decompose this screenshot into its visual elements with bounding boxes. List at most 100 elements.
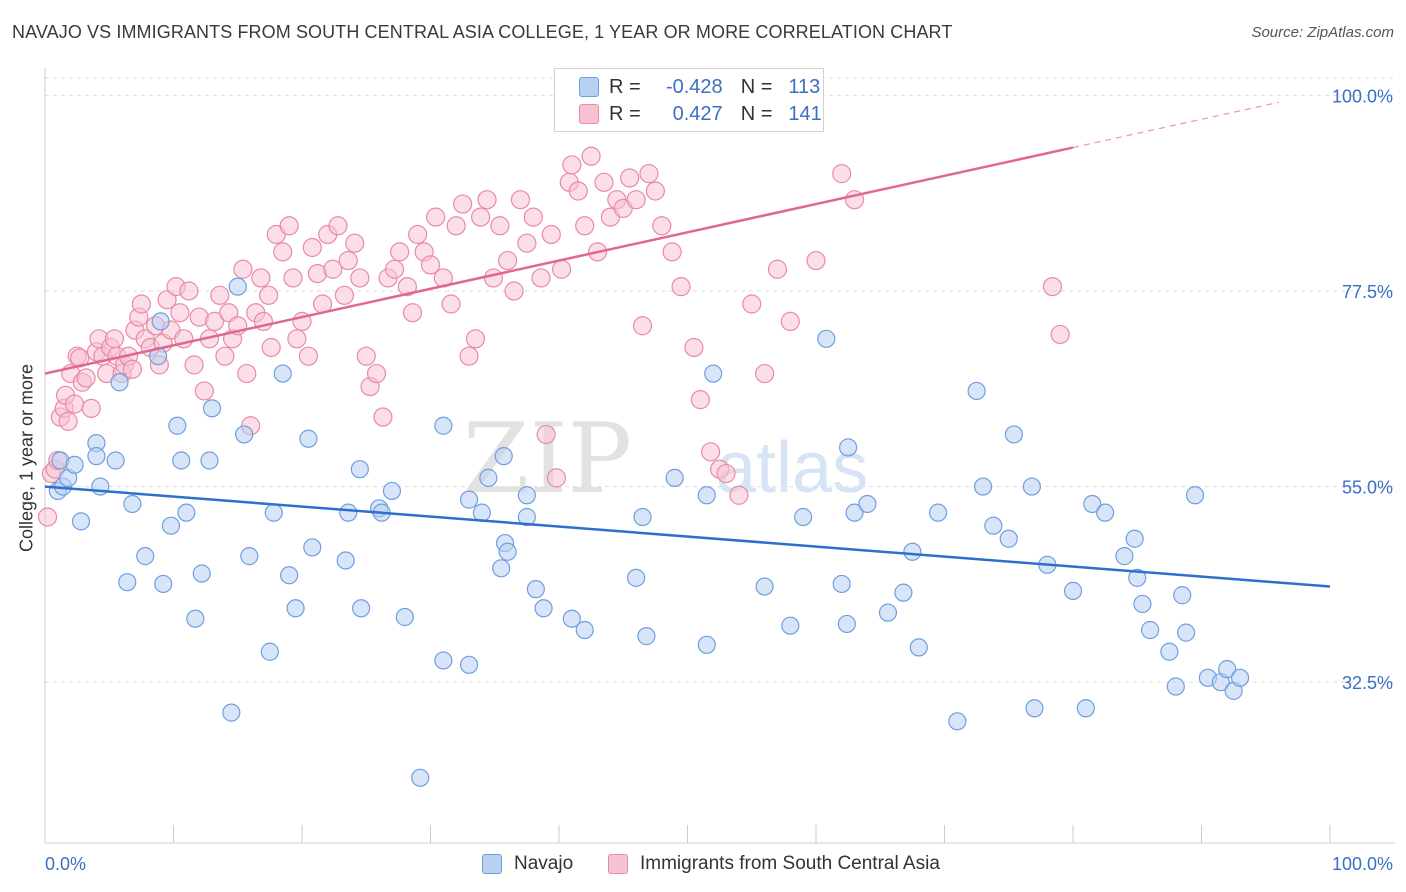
data-point-immigrants [328,216,348,236]
axes [44,68,1395,844]
data-point-immigrants [684,337,704,358]
data-point-immigrants [373,407,393,427]
legend-r-value-navajo: -0.428 [665,75,723,98]
data-point-immigrants [279,216,299,236]
chart-title: NAVAJO VS IMMIGRANTS FROM SOUTH CENTRAL … [12,22,953,42]
data-point-navajo [665,468,684,487]
data-point-immigrants [477,190,497,210]
data-point-navajo [286,599,305,618]
data-point-navajo [839,438,858,457]
legend-swatch-navajo [579,77,599,97]
data-point-navajo [118,573,137,592]
data-point-navajo [87,447,106,466]
data-point-immigrants [302,237,322,258]
data-point-immigrants [504,281,524,301]
data-point-immigrants [420,255,441,275]
data-point-navajo [240,547,259,566]
series-immigrants-points [37,146,1070,527]
data-point-immigrants [626,190,646,210]
trend-lines [44,101,1331,588]
y-tick-label: 55.0% [1342,478,1393,498]
data-point-immigrants [620,168,640,188]
data-point-immigrants [273,242,293,262]
data-point-immigrants [104,329,124,349]
data-point-navajo [948,712,967,731]
data-point-navajo [967,381,986,401]
data-point-navajo [755,577,774,596]
data-point-navajo [1022,477,1041,496]
bottom-legend-navajo: Navajo [482,852,573,876]
data-point-immigrants [690,390,710,410]
data-point-immigrants [498,250,518,271]
data-point-immigrants [568,181,588,201]
data-point-immigrants [510,190,531,210]
data-point-immigrants [652,216,672,236]
data-point-immigrants [323,259,343,279]
data-point-navajo [637,627,656,646]
data-point-immigrants [742,294,762,314]
data-point-immigrants [390,242,410,262]
data-point-navajo [1133,594,1152,614]
trend-line-immigrants-extension [1072,101,1279,149]
data-point-immigrants [446,216,466,236]
data-point-immigrants [37,507,58,527]
data-point-navajo [228,277,247,296]
data-point-immigrants [632,316,653,336]
data-point-immigrants [459,346,479,366]
data-point-navajo [517,507,536,527]
data-point-navajo [177,503,196,522]
bottom-legend-label-immigrants: Immigrants from South Central Asia [640,853,940,874]
data-point-navajo [534,599,553,618]
data-point-navajo [494,447,513,466]
data-point-immigrants [662,242,682,262]
data-point-navajo [1176,623,1196,642]
data-point-navajo [154,574,173,594]
data-point-immigrants [384,259,405,279]
data-point-immigrants [408,224,428,245]
data-point-immigrants [471,207,491,227]
data-point-navajo [472,503,491,522]
data-point-navajo [479,468,498,487]
data-point-immigrants [541,224,561,245]
data-point-navajo [575,620,594,640]
data-point-immigrants [701,442,721,462]
data-point-navajo [1125,529,1144,548]
data-point-navajo [161,516,181,535]
data-point-navajo [168,416,187,435]
data-point-navajo [123,494,142,514]
data-point-immigrants [594,172,614,192]
data-point-navajo [492,559,511,578]
data-point-navajo [1160,642,1179,661]
data-point-navajo [280,566,299,585]
data-point-immigrants [131,294,151,314]
data-point-navajo [984,516,1003,535]
source-credit: Source: ZipAtlas.com [1251,24,1394,41]
data-point-immigrants [58,411,78,431]
data-point-navajo [395,607,414,627]
data-point-navajo [202,399,222,418]
data-point-immigrants [219,303,239,323]
data-point-navajo [817,329,836,348]
data-point-navajo [973,477,993,496]
data-point-immigrants [258,285,279,305]
data-point-navajo [336,551,355,570]
x-tick-label-right: 100.0% [1332,854,1393,874]
data-point-immigrants [1042,277,1063,297]
data-point-navajo [1025,699,1044,718]
data-point-navajo [1185,486,1205,505]
data-point-immigrants [490,216,510,236]
data-point-navajo [352,599,371,618]
data-point-immigrants [397,277,417,297]
data-point-navajo [903,542,922,561]
data-point-navajo [1076,699,1095,718]
data-point-immigrants [639,164,659,184]
data-point-immigrants [157,290,177,310]
data-point-navajo [434,416,453,435]
data-point-immigrants [210,285,230,305]
data-point-immigrants [194,381,214,401]
legend-n-label: N = [740,75,773,98]
data-point-immigrants [536,424,556,445]
data-point-navajo [498,542,517,561]
data-point-immigrants [338,250,358,271]
